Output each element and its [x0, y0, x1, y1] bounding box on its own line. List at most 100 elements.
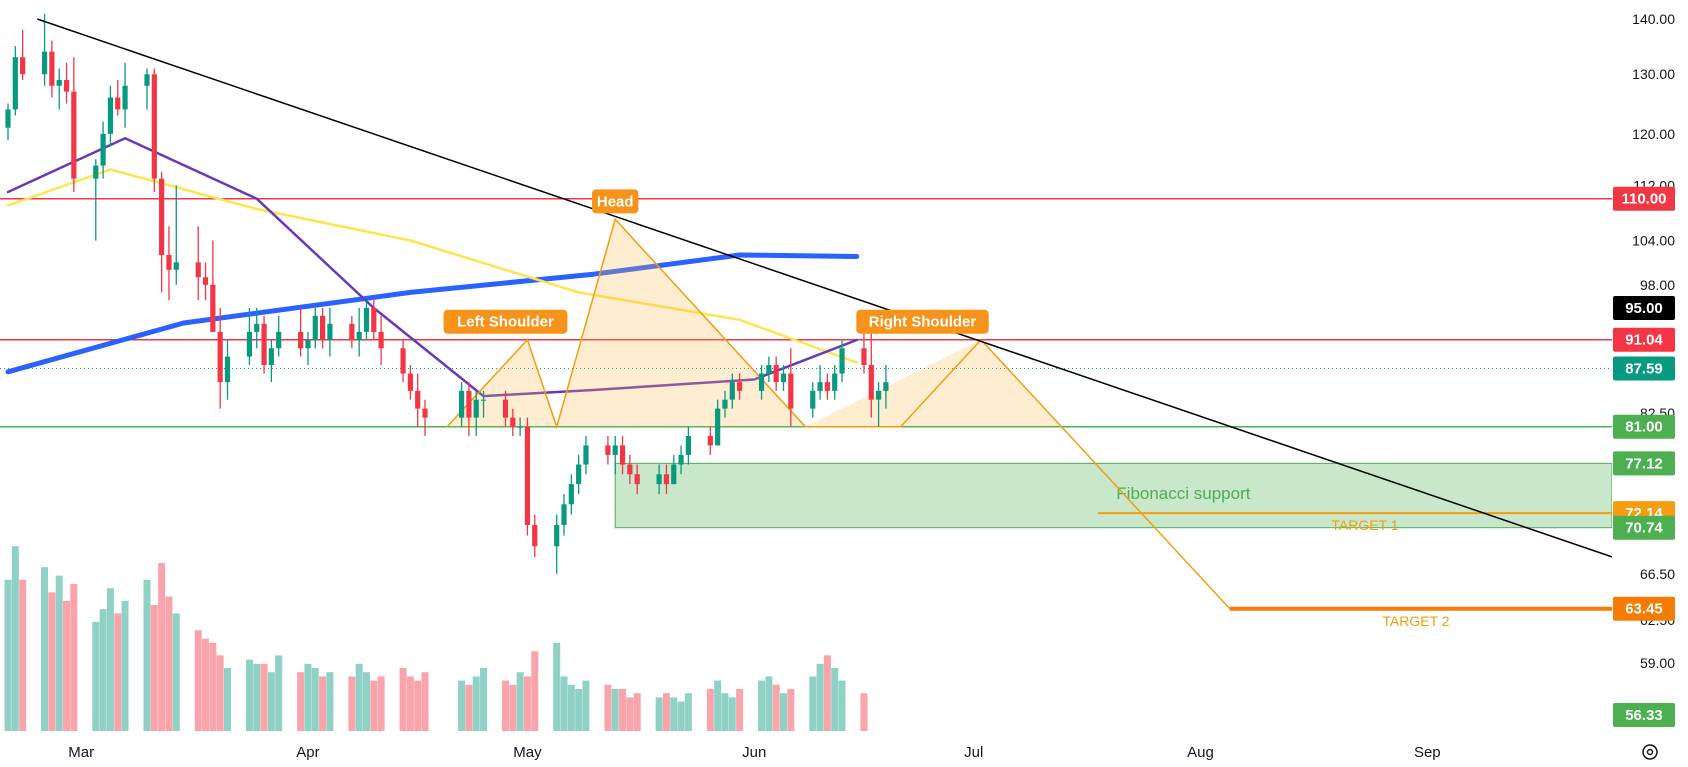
- candle-body: [144, 74, 150, 86]
- y-tick-label: 59.00: [1640, 655, 1675, 671]
- x-tick-label: May: [513, 744, 542, 761]
- volume-bar: [582, 680, 590, 731]
- candle-body: [12, 57, 18, 110]
- pattern-label-text: Head: [597, 193, 634, 210]
- candle-body: [707, 436, 713, 446]
- candle-body: [371, 307, 377, 332]
- price-tag-bg: [1613, 451, 1675, 476]
- volume-bar: [253, 663, 261, 731]
- volume-bar: [150, 605, 158, 731]
- candle-body: [458, 390, 465, 418]
- candle-body: [56, 79, 62, 86]
- trendline: [37, 18, 1662, 575]
- candle-body: [5, 109, 11, 128]
- head-and-shoulders-pattern: TARGET 1 TARGET 2: [446, 217, 1612, 629]
- volume-bar: [106, 588, 114, 731]
- moving-average-line: [6, 168, 858, 364]
- volume-bar: [158, 563, 166, 731]
- y-tick-label: 120.00: [1632, 126, 1675, 142]
- price-axis: 140.00130.00120.00112.00104.0098.0082.50…: [1612, 0, 1688, 767]
- candle-body: [605, 445, 611, 455]
- volume-bar: [348, 676, 356, 731]
- volume-bar: [816, 663, 824, 731]
- price-tag: 95.00: [1613, 295, 1675, 320]
- volume-bar: [655, 697, 663, 731]
- fibonacci-support-zone: Fibonacci support: [614, 462, 1613, 529]
- volume-bar: [63, 600, 71, 731]
- candle-body: [319, 315, 326, 341]
- volume-bar: [736, 689, 744, 731]
- candle-body: [832, 373, 838, 391]
- volume-bar: [70, 584, 78, 731]
- pattern-fill: [900, 339, 1062, 427]
- candle-body: [466, 390, 472, 418]
- candle-body: [298, 331, 304, 349]
- candle-body: [107, 97, 114, 134]
- candle-body: [349, 323, 355, 341]
- volume-bar: [480, 668, 488, 731]
- candle-body: [41, 51, 48, 75]
- volume-bars: [4, 546, 868, 731]
- price-tag-text: 70.74: [1625, 520, 1663, 537]
- candle-body: [824, 382, 830, 391]
- volume-bar: [297, 672, 305, 731]
- candle-body: [246, 331, 253, 357]
- candle-body: [473, 399, 479, 418]
- price-tag-bg: [1613, 703, 1675, 727]
- candle-body: [210, 284, 216, 332]
- price-tag-bg: [1613, 414, 1675, 439]
- volume-bar: [245, 659, 253, 731]
- y-tick-label: 98.00: [1640, 277, 1675, 293]
- candle-body: [71, 91, 77, 179]
- volume-bar: [604, 684, 612, 731]
- x-tick-label: Sep: [1414, 744, 1441, 761]
- candle-body: [671, 464, 677, 485]
- volume-bar: [823, 655, 831, 731]
- price-tag-bg: [1613, 327, 1675, 352]
- pattern-label-text: Right Shoulder: [869, 314, 977, 331]
- volume-bar: [831, 668, 839, 731]
- volume-bar: [202, 638, 210, 731]
- price-tag: 56.33: [1613, 703, 1675, 727]
- volume-bar: [809, 676, 817, 731]
- price-tag: 87.59: [1613, 356, 1675, 381]
- volume-bar: [560, 676, 568, 731]
- volume-bar: [758, 680, 766, 731]
- candle-body: [883, 382, 889, 391]
- settings-icon[interactable]: [1642, 744, 1658, 760]
- candle-body: [663, 474, 670, 485]
- volume-bar: [472, 676, 480, 731]
- volume-bar: [406, 676, 414, 731]
- candle-body: [173, 262, 179, 270]
- price-tag-text: 63.45: [1625, 601, 1663, 618]
- volume-bar: [319, 676, 327, 731]
- price-tag-text: 91.04: [1625, 332, 1663, 349]
- candle-body: [312, 315, 318, 341]
- volume-bar: [399, 668, 407, 731]
- candle-body: [407, 373, 413, 391]
- volume-bar: [114, 613, 122, 731]
- price-tag-text: 95.00: [1625, 300, 1663, 317]
- candle-body: [612, 445, 618, 455]
- candle-body: [780, 373, 787, 383]
- price-tag-text: 110.00: [1621, 191, 1666, 208]
- pattern-label: Left Shoulder: [443, 309, 568, 334]
- candle-body: [327, 323, 333, 341]
- volume-bar: [619, 689, 627, 731]
- candle-body: [480, 399, 487, 401]
- candle-body: [268, 348, 274, 366]
- volume-bar: [728, 697, 736, 731]
- candle-body: [115, 97, 121, 110]
- price-tag: 81.00: [1613, 414, 1675, 439]
- candle-body: [217, 331, 223, 383]
- price-tag: 77.12: [1613, 451, 1675, 476]
- x-tick-label: Aug: [1187, 744, 1214, 761]
- volume-bar: [165, 596, 173, 731]
- candle-body: [810, 390, 816, 409]
- volume-bar: [567, 684, 575, 731]
- candle-body: [634, 474, 640, 485]
- candle-body: [363, 307, 370, 332]
- price-axis-background: [1612, 0, 1688, 767]
- candle-body: [93, 165, 99, 179]
